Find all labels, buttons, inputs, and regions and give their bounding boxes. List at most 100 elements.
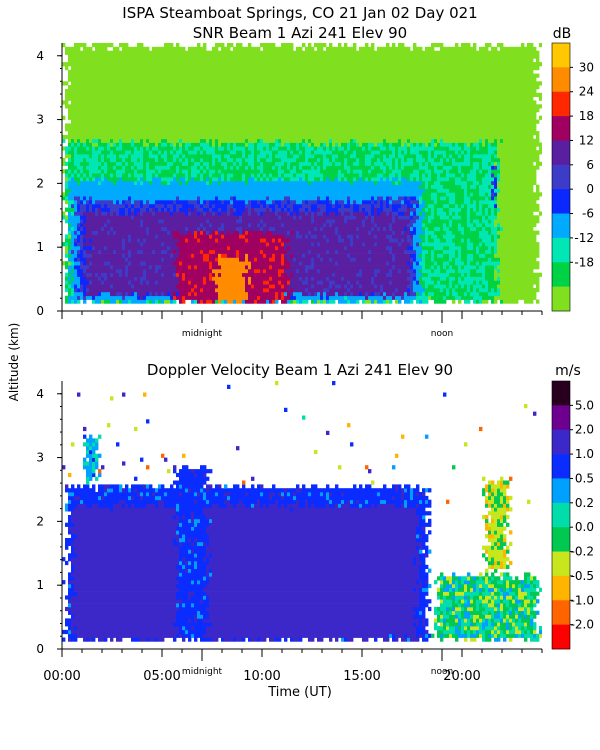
data-cell	[263, 188, 267, 193]
data-cell	[221, 234, 225, 239]
data-cell	[146, 66, 150, 71]
data-cell	[119, 88, 123, 94]
data-cell	[98, 253, 102, 258]
data-cell	[107, 165, 111, 170]
data-cell	[272, 222, 276, 228]
data-cell	[167, 119, 171, 124]
data-cell	[221, 104, 225, 109]
data-cell	[200, 219, 204, 224]
data-cell	[197, 188, 201, 193]
data-cell	[257, 299, 261, 304]
data-cell	[98, 284, 102, 289]
data-cell	[176, 192, 180, 197]
data-cell	[194, 150, 198, 155]
data-cell	[197, 207, 201, 212]
data-cell	[146, 295, 150, 300]
data-cell	[275, 138, 279, 143]
data-cell	[92, 215, 96, 220]
data-cell	[92, 85, 96, 90]
data-cell	[218, 115, 222, 120]
data-cell	[284, 196, 288, 201]
data-cell	[173, 58, 177, 63]
data-cell	[233, 242, 237, 247]
data-cell	[101, 200, 105, 205]
data-cell	[173, 291, 177, 297]
data-cell	[242, 81, 246, 86]
data-cell	[65, 265, 69, 270]
data-cell	[281, 157, 285, 163]
data-cell	[233, 161, 237, 166]
data-cell	[152, 299, 156, 304]
data-cell	[242, 177, 246, 182]
data-cell	[272, 85, 276, 90]
data-cell	[191, 188, 195, 193]
data-cell	[89, 188, 93, 193]
data-cell	[128, 165, 132, 170]
data-cell	[155, 108, 159, 113]
data-cell	[158, 66, 162, 71]
data-cell	[74, 219, 78, 224]
data-cell	[260, 85, 264, 90]
data-cell	[260, 81, 264, 86]
data-cell	[179, 165, 183, 170]
data-cell	[197, 146, 201, 151]
data-cell	[68, 88, 72, 94]
data-cell	[134, 284, 138, 289]
data-cell	[218, 92, 222, 97]
data-cell	[74, 184, 78, 189]
data-cell	[131, 62, 135, 67]
data-cell	[260, 131, 264, 136]
data-cell	[209, 272, 213, 277]
data-cell	[122, 104, 126, 109]
data-cell	[101, 169, 105, 174]
data-cell	[227, 81, 231, 86]
data-cell	[254, 222, 258, 228]
data-cell	[62, 161, 66, 166]
data-cell	[71, 50, 75, 55]
data-cell	[107, 211, 111, 216]
data-cell	[116, 272, 120, 277]
data-cell	[92, 161, 96, 166]
data-cell	[209, 150, 213, 155]
data-cell	[200, 261, 204, 266]
data-cell	[113, 58, 117, 63]
data-cell	[233, 134, 237, 140]
data-cell	[152, 138, 156, 143]
data-cell	[266, 77, 270, 82]
data-cell	[227, 211, 231, 216]
data-cell	[140, 150, 144, 155]
data-cell	[197, 299, 201, 304]
data-cell	[125, 46, 129, 51]
data-cell	[143, 88, 147, 94]
data-cell	[107, 192, 111, 197]
data-cell	[152, 157, 156, 163]
data-cell	[83, 127, 87, 132]
data-cell	[263, 62, 267, 67]
data-cell	[239, 150, 243, 155]
data-cell	[119, 207, 123, 212]
data-cell	[134, 207, 138, 212]
data-cell	[77, 295, 81, 300]
data-cell	[236, 265, 240, 270]
data-cell	[230, 215, 234, 220]
data-cell	[242, 196, 246, 201]
data-cell	[254, 265, 258, 270]
data-cell	[155, 299, 159, 304]
data-cell	[275, 66, 279, 71]
data-cell	[275, 295, 279, 300]
data-cell	[221, 111, 225, 117]
data-cell	[77, 108, 81, 113]
data-cell	[125, 92, 129, 97]
data-cell	[179, 169, 183, 174]
data-cell	[65, 215, 69, 220]
data-cell	[248, 253, 252, 258]
data-cell	[140, 238, 144, 243]
data-cell	[281, 200, 285, 205]
data-cell	[155, 234, 159, 239]
data-cell	[119, 146, 123, 151]
data-cell	[86, 131, 90, 136]
data-cell	[95, 77, 99, 82]
data-cell	[101, 69, 105, 74]
data-cell	[164, 154, 168, 159]
data-cell	[80, 238, 84, 243]
